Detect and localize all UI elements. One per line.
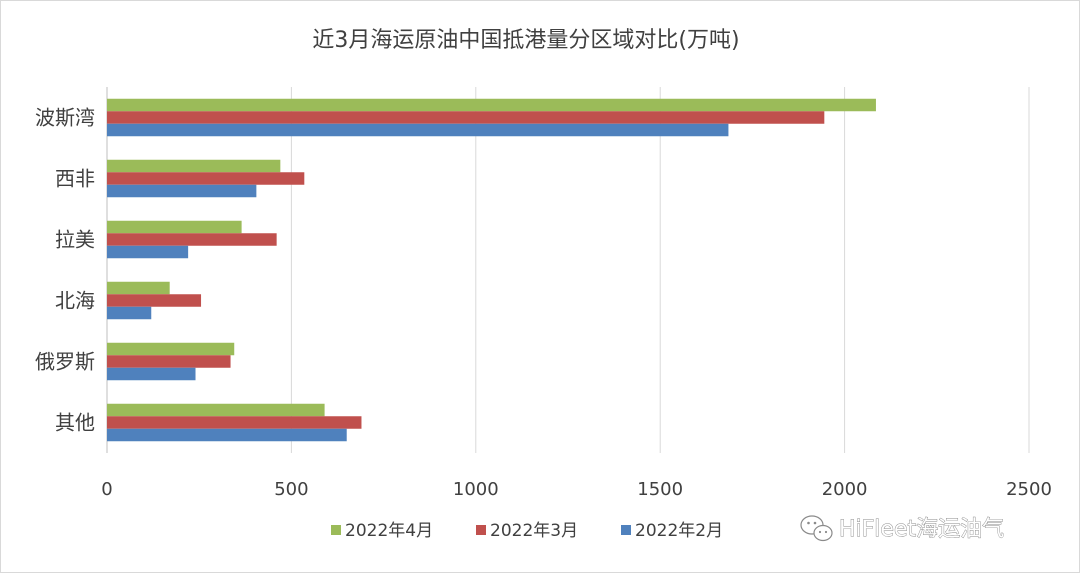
legend-swatch	[621, 525, 631, 535]
category-label: 拉美	[55, 228, 95, 252]
bar	[107, 220, 242, 234]
x-tick-label: 1000	[453, 479, 499, 500]
bar	[107, 416, 362, 429]
category-labels: 其他 俄罗斯 北海 拉美 西非 波斯湾	[35, 106, 95, 435]
bar	[107, 294, 202, 307]
legend-label: 2022年3月	[490, 521, 578, 541]
bar	[107, 159, 281, 173]
legend-swatch	[331, 525, 341, 535]
bar	[107, 233, 277, 246]
bar	[107, 403, 325, 417]
chart-title: 近3月海运原油中国抵港量分区域对比(万吨)	[312, 28, 739, 53]
x-tick-label: 0	[101, 479, 112, 500]
bar	[107, 306, 152, 320]
bars	[107, 98, 876, 442]
bar	[107, 172, 305, 185]
bar	[107, 428, 347, 442]
category-label: 北海	[55, 289, 95, 313]
bar	[107, 98, 876, 112]
legend-swatch	[476, 525, 486, 535]
wechat-icon	[800, 515, 833, 542]
category-label: 其他	[55, 411, 95, 435]
x-tick-label: 1500	[637, 479, 683, 500]
x-tick-labels: 0 500 1000 1500 2000 2500	[101, 479, 1052, 500]
category-label: 西非	[55, 167, 95, 191]
bar	[107, 245, 189, 259]
bar	[107, 111, 825, 124]
legend: 2022年4月 2022年3月 2022年2月	[331, 521, 723, 541]
bar	[107, 367, 196, 381]
gridlines	[106, 87, 1030, 453]
legend-label: 2022年2月	[635, 521, 723, 541]
x-tick-label: 2500	[1006, 479, 1052, 500]
bar	[107, 123, 729, 137]
bar	[107, 355, 231, 368]
x-tick-label: 2000	[822, 479, 868, 500]
category-label: 波斯湾	[35, 106, 95, 130]
watermark: HiFleet海运油气	[800, 515, 1005, 542]
bar	[107, 342, 235, 356]
bar	[107, 184, 257, 198]
x-tick-label: 500	[274, 479, 308, 500]
legend-label: 2022年4月	[345, 521, 433, 541]
category-label: 俄罗斯	[35, 350, 95, 374]
watermark-text: HiFleet海运油气	[839, 517, 1004, 542]
bar	[107, 281, 170, 295]
